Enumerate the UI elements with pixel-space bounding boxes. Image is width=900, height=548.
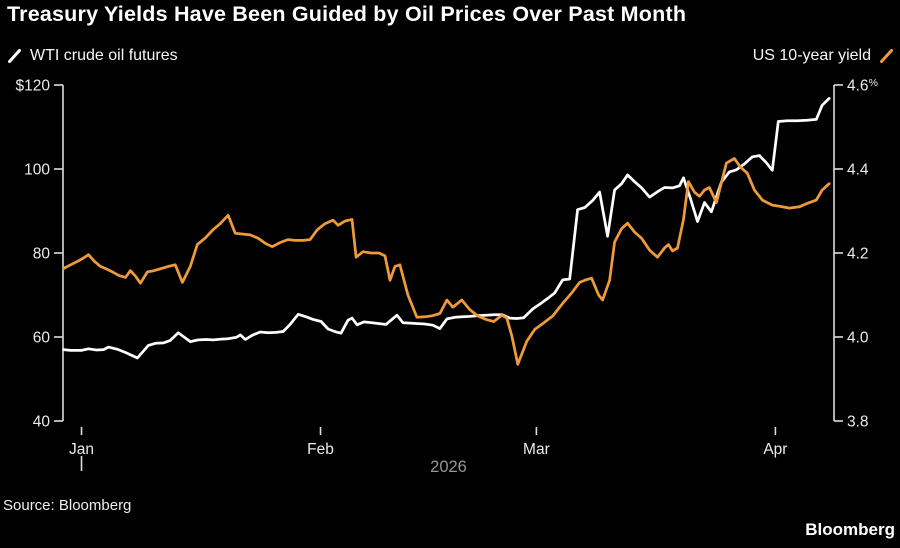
right-axis-tick-label: 4.2 — [847, 246, 869, 263]
right-axis-tick-label: 4.0 — [847, 330, 869, 347]
year-label: 2026 — [430, 458, 467, 476]
legend-item-wti: WTI crude oil futures — [7, 47, 178, 65]
left-axis-tick-label: 40 — [33, 414, 51, 431]
legend-item-yield: US 10-year yield — [753, 47, 894, 65]
right-axis-tick-label: 3.8 — [847, 414, 869, 431]
wti-slash-icon — [8, 49, 21, 63]
x-axis-tick-label: Mar — [523, 441, 550, 458]
right-axis-tick-label: 4.6% — [847, 77, 878, 95]
left-axis-tick-label: $120 — [16, 78, 51, 95]
bloomberg-logo: Bloomberg — [805, 520, 895, 539]
legend: WTI crude oil futures US 10-year yield — [7, 46, 894, 66]
x-axis-tick-label: Feb — [307, 441, 334, 458]
legend-label-yield: US 10-year yield — [752, 47, 871, 64]
yield-line-series — [62, 157, 831, 366]
x-axis-tick-label: Apr — [763, 441, 787, 458]
source-note: Source: Bloomberg — [3, 497, 132, 514]
x-axis-tick-label: Jan — [69, 441, 94, 458]
legend-label-wti: WTI crude oil futures — [30, 47, 178, 64]
left-axis-tick-label: 80 — [33, 246, 51, 263]
left-axis-tick-label: 100 — [24, 162, 50, 179]
yield-slash-icon — [880, 49, 893, 63]
chart-title: Treasury Yields Have Been Guided by Oil … — [7, 2, 687, 26]
left-axis-tick-label: 60 — [33, 330, 51, 347]
wti-line-series — [62, 97, 831, 360]
right-axis-tick-label: 4.4 — [847, 162, 869, 179]
